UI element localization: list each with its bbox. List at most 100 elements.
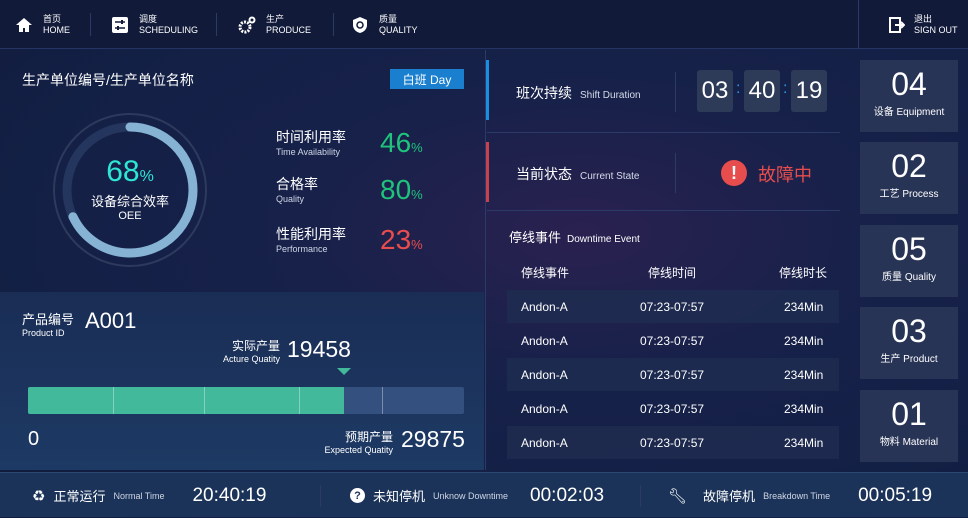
shift-hours: 03	[697, 70, 733, 112]
status-footer: ♻ 正常运行 Normal Time 20:40:19 ? 未知停机 Unknow …	[0, 472, 968, 517]
product-id-en: Product ID	[22, 328, 65, 338]
product-id-label: 产品编号 Product ID	[22, 309, 74, 338]
table-row[interactable]: Andon-A 07:23-07:57 234Min	[507, 290, 839, 323]
table-cell: 07:23-07:57	[640, 436, 705, 450]
nav-scheduling[interactable]: 调度 SCHEDULING	[111, 0, 198, 49]
metric-value: 80%	[380, 174, 423, 205]
divider	[487, 132, 840, 133]
shift-en: Shift Duration	[580, 90, 641, 101]
downtime-en: Downtime Event	[567, 234, 640, 245]
oee-arc	[62, 122, 198, 258]
shift-badge: 白班 Day	[390, 69, 464, 89]
metric-label-cn: 性能利用率	[276, 226, 346, 242]
oee-center: 68% 设备综合效率 OEE	[50, 155, 210, 222]
footer-cn: 故障停机	[703, 489, 756, 504]
divider	[216, 13, 217, 36]
nav-quality[interactable]: 质量 QUALITY	[351, 0, 418, 49]
sign-out-button[interactable]: 退出 SIGN OUT	[888, 0, 958, 49]
metric-label-en: Quality	[276, 194, 305, 204]
bar-tick	[382, 387, 383, 414]
bar-tick	[299, 387, 300, 414]
table-cell: Andon-A	[521, 402, 568, 416]
footer-en: Unknow Downtime	[433, 490, 509, 501]
state-en: Current State	[580, 171, 640, 182]
table-row[interactable]: Andon-A 07:23-07:57 234Min	[507, 324, 839, 357]
table-cell: 234Min	[784, 436, 824, 450]
colon: :	[783, 80, 788, 97]
divider	[858, 0, 859, 49]
nav-label-cn: 生产	[266, 13, 285, 24]
metric-label-en: Performance	[276, 244, 328, 254]
col-header: 停线时长	[779, 266, 828, 280]
oee-outer-ring	[53, 113, 207, 267]
count-card[interactable]: 01 物料 Material	[860, 390, 958, 462]
card-label: 物料 Material	[879, 437, 939, 448]
oee-value: 68	[106, 155, 140, 188]
shift-seconds: 19	[791, 70, 827, 112]
divider	[675, 153, 676, 193]
signout-label-en: SIGN OUT	[914, 24, 958, 35]
wrench-icon: 🔧︎	[668, 487, 688, 505]
product-id-value: A001	[85, 308, 137, 333]
divider	[333, 13, 334, 36]
alert-icon: !	[721, 160, 747, 186]
count-card[interactable]: 02 工艺 Process	[860, 142, 958, 214]
bar-tick	[204, 387, 205, 414]
progress-marker	[337, 368, 352, 375]
footer-value: 00:02:03	[530, 484, 605, 506]
production-progress-bar	[28, 387, 464, 414]
table-row[interactable]: Andon-A 07:23-07:57 234Min	[507, 426, 839, 459]
metric-value: 23%	[380, 224, 423, 255]
table-cell: Andon-A	[521, 436, 568, 450]
metric-label-cn: 时间利用率	[276, 129, 346, 145]
table-cell: Andon-A	[521, 368, 568, 382]
nav-label-en: PRODUCE	[266, 24, 312, 35]
table-cell: 234Min	[784, 368, 824, 382]
nav-label-cn: 首页	[43, 13, 62, 24]
card-count: 02	[891, 148, 927, 184]
expected-quantity-label: 预期产量 Expected Quatity	[300, 428, 393, 455]
divider	[675, 72, 676, 112]
divider	[640, 485, 641, 507]
footer-normal-time: ♻ 正常运行 Normal Time 20:40:19	[32, 473, 266, 518]
table-cell: Andon-A	[521, 300, 568, 314]
table-cell: 07:23-07:57	[640, 300, 705, 314]
question-icon: ?	[350, 488, 365, 503]
card-label: 设备 Equipment	[873, 107, 945, 118]
divider	[485, 50, 486, 470]
unit-title: 生产单位编号/生产单位名称	[22, 72, 194, 88]
table-cell: 07:23-07:57	[640, 334, 705, 348]
shield-q-icon	[351, 16, 369, 34]
colon: :	[736, 80, 741, 97]
nav-label-en: HOME	[43, 24, 70, 35]
expected-quantity-value: 29875	[401, 426, 465, 452]
bar-tick	[113, 387, 114, 414]
production-panel	[0, 292, 484, 470]
metric-label-cn: 合格率	[276, 176, 318, 192]
expected-cn: 预期产量	[344, 430, 393, 444]
count-card[interactable]: 05 质量 Quality	[860, 225, 958, 297]
table-row[interactable]: Andon-A 07:23-07:57 234Min	[507, 358, 839, 391]
top-nav: 首页 HOME 调度 SCHEDULING 生产 PRODUCE 质量 QUALITY …	[0, 0, 968, 49]
state-value: 故障中	[758, 165, 812, 185]
table-row[interactable]: Andon-A 07:23-07:57 234Min	[507, 392, 839, 425]
card-count: 04	[891, 66, 927, 102]
signout-label-cn: 退出	[914, 13, 933, 24]
state-cn: 当前状态	[516, 166, 572, 182]
progress-min: 0	[28, 428, 40, 450]
table-cell: 07:23-07:57	[640, 402, 705, 416]
nav-produce[interactable]: 生产 PRODUCE	[238, 0, 311, 49]
nav-home[interactable]: 首页 HOME	[15, 0, 70, 49]
downtime-cn: 停线事件	[509, 230, 562, 245]
actual-quantity-value: 19458	[287, 336, 351, 362]
oee-gauge	[53, 113, 207, 267]
metric-time-availability: 时间利用率 Time Availability 46%	[276, 127, 423, 158]
shift-cn: 班次持续	[516, 85, 572, 101]
current-state-label: 当前状态 Current State	[516, 164, 639, 184]
actual-en: Acture Quatity	[222, 354, 280, 364]
count-card[interactable]: 03 生产 Product	[860, 307, 958, 379]
footer-cn: 正常运行	[53, 489, 106, 504]
divider	[90, 13, 91, 36]
nav-label-en: SCHEDULING	[139, 24, 199, 35]
count-card[interactable]: 04 设备 Equipment	[860, 60, 958, 132]
